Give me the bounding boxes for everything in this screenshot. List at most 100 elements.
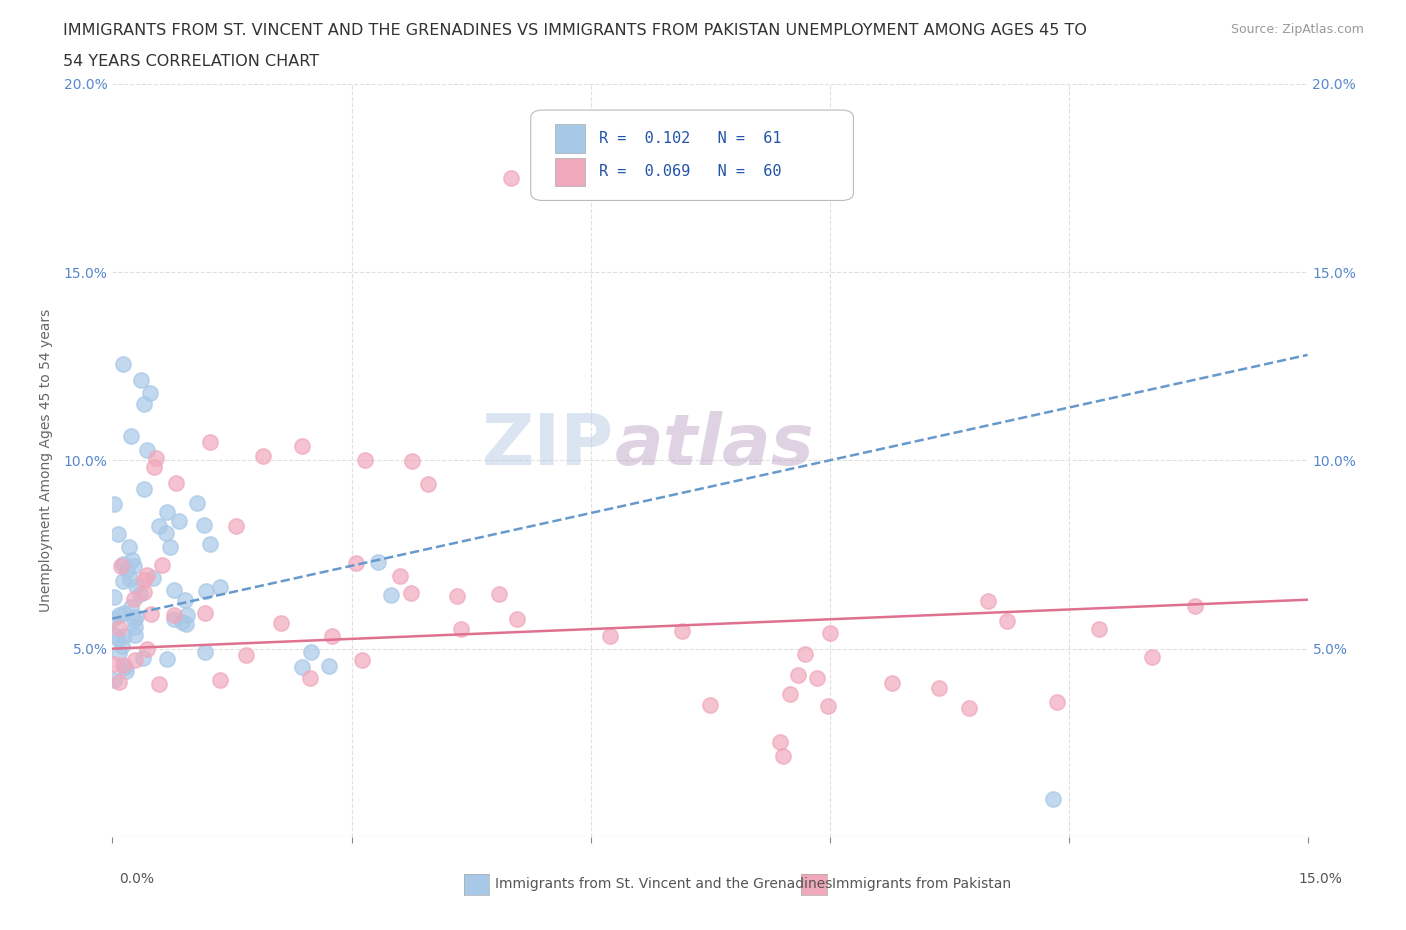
Point [112,356,135,371]
Point [155,525,177,540]
Point [163,583,186,598]
Point [1184,598,1206,613]
Point [699,698,721,712]
Point [193,518,215,533]
Point [198,537,221,551]
Point [108,620,131,635]
Text: 0.0%: 0.0% [120,871,155,886]
Point [103,657,125,671]
Point [114,659,136,674]
Point [110,559,132,574]
Point [163,612,186,627]
Point [401,454,423,469]
Point [793,646,815,661]
Point [786,668,808,683]
Point [488,586,510,601]
Point [194,644,217,659]
Point [291,659,314,674]
Point [103,497,125,512]
Point [142,460,165,475]
Bar [554,157,585,186]
Point [599,629,621,644]
Point [156,652,179,667]
Point [1088,622,1111,637]
Point [121,553,143,568]
Point [122,591,145,606]
Point [134,572,156,587]
Point [125,578,148,593]
Point [194,605,217,620]
Point [124,620,146,635]
Point [176,607,198,622]
Point [186,495,208,510]
Point [115,563,138,578]
Point [120,429,142,444]
Point [450,622,472,637]
Point [354,453,377,468]
Text: Source: ZipAtlas.com: Source: ZipAtlas.com [1230,23,1364,36]
Text: R =  0.069   N =  60: R = 0.069 N = 60 [599,165,782,179]
Y-axis label: Unemployment Among Ages 45 to 54 years: Unemployment Among Ages 45 to 54 years [38,309,52,612]
Point [291,439,314,454]
Point [818,626,841,641]
Point [194,583,217,598]
Point [209,672,232,687]
Point [124,628,146,643]
Point [125,610,148,625]
Point [817,698,839,713]
Bar [554,125,585,153]
Point [108,608,131,623]
Point [769,735,792,750]
Point [1042,792,1064,807]
Point [118,540,141,555]
Point [103,590,125,604]
Point [779,686,801,701]
Point [101,611,124,626]
Point [209,579,232,594]
Point [134,482,156,497]
Text: atlas: atlas [614,411,814,480]
Text: Immigrants from St. Vincent and the Grenadines: Immigrants from St. Vincent and the Gren… [495,877,832,892]
Text: 15.0%: 15.0% [1299,871,1343,886]
Point [252,449,274,464]
Point [880,676,903,691]
Point [141,606,163,621]
Point [671,624,693,639]
Point [139,385,162,400]
Text: R =  0.102   N =  61: R = 0.102 N = 61 [599,131,782,146]
FancyBboxPatch shape [531,110,853,201]
Point [352,653,374,668]
Point [135,567,157,582]
Point [399,585,422,600]
Point [367,554,389,569]
Point [270,616,292,631]
Point [132,584,155,599]
Point [418,476,440,491]
Point [122,613,145,628]
Point [112,629,135,644]
Point [156,505,179,520]
Point [1140,649,1163,664]
Point [112,574,135,589]
Point [118,572,141,587]
Point [110,639,132,654]
Point [163,607,186,622]
Point [165,475,187,490]
Point [114,664,136,679]
Point [134,396,156,411]
Point [132,651,155,666]
Point [321,629,343,644]
Point [977,593,1000,608]
Point [170,615,193,630]
Point [499,170,522,185]
Point [927,680,949,695]
Text: IMMIGRANTS FROM ST. VINCENT AND THE GRENADINES VS IMMIGRANTS FROM PAKISTAN UNEMP: IMMIGRANTS FROM ST. VINCENT AND THE GREN… [63,23,1087,38]
Point [114,605,136,620]
Point [1045,695,1067,710]
Point [506,611,529,626]
Point [167,514,190,529]
Point [120,599,142,614]
Point [136,642,159,657]
Point [225,518,247,533]
Point [152,558,174,573]
